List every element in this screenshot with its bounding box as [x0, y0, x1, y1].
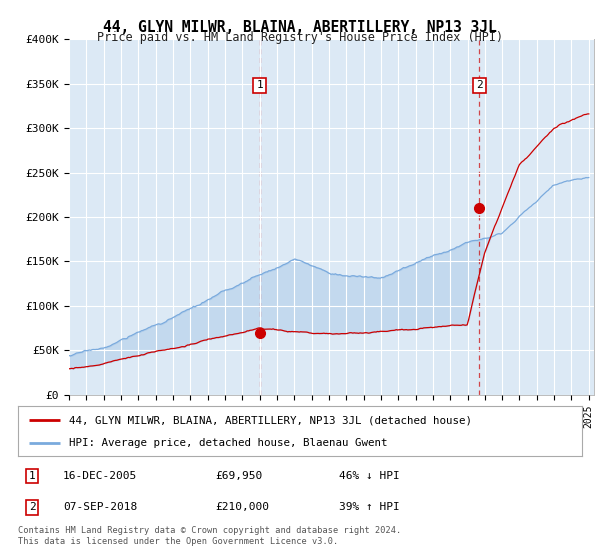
Text: 2: 2 [29, 502, 35, 512]
Text: 1: 1 [256, 81, 263, 90]
Text: 1: 1 [29, 471, 35, 481]
Text: 07-SEP-2018: 07-SEP-2018 [63, 502, 137, 512]
Text: HPI: Average price, detached house, Blaenau Gwent: HPI: Average price, detached house, Blae… [69, 438, 387, 449]
Text: Price paid vs. HM Land Registry's House Price Index (HPI): Price paid vs. HM Land Registry's House … [97, 31, 503, 44]
Text: £210,000: £210,000 [215, 502, 269, 512]
Text: 46% ↓ HPI: 46% ↓ HPI [340, 471, 400, 481]
Text: £69,950: £69,950 [215, 471, 263, 481]
Text: 39% ↑ HPI: 39% ↑ HPI [340, 502, 400, 512]
Text: Contains HM Land Registry data © Crown copyright and database right 2024.
This d: Contains HM Land Registry data © Crown c… [18, 526, 401, 546]
Text: 44, GLYN MILWR, BLAINA, ABERTILLERY, NP13 3JL: 44, GLYN MILWR, BLAINA, ABERTILLERY, NP1… [103, 20, 497, 35]
Text: 16-DEC-2005: 16-DEC-2005 [63, 471, 137, 481]
Text: 44, GLYN MILWR, BLAINA, ABERTILLERY, NP13 3JL (detached house): 44, GLYN MILWR, BLAINA, ABERTILLERY, NP1… [69, 415, 472, 425]
Text: 2: 2 [476, 81, 483, 90]
